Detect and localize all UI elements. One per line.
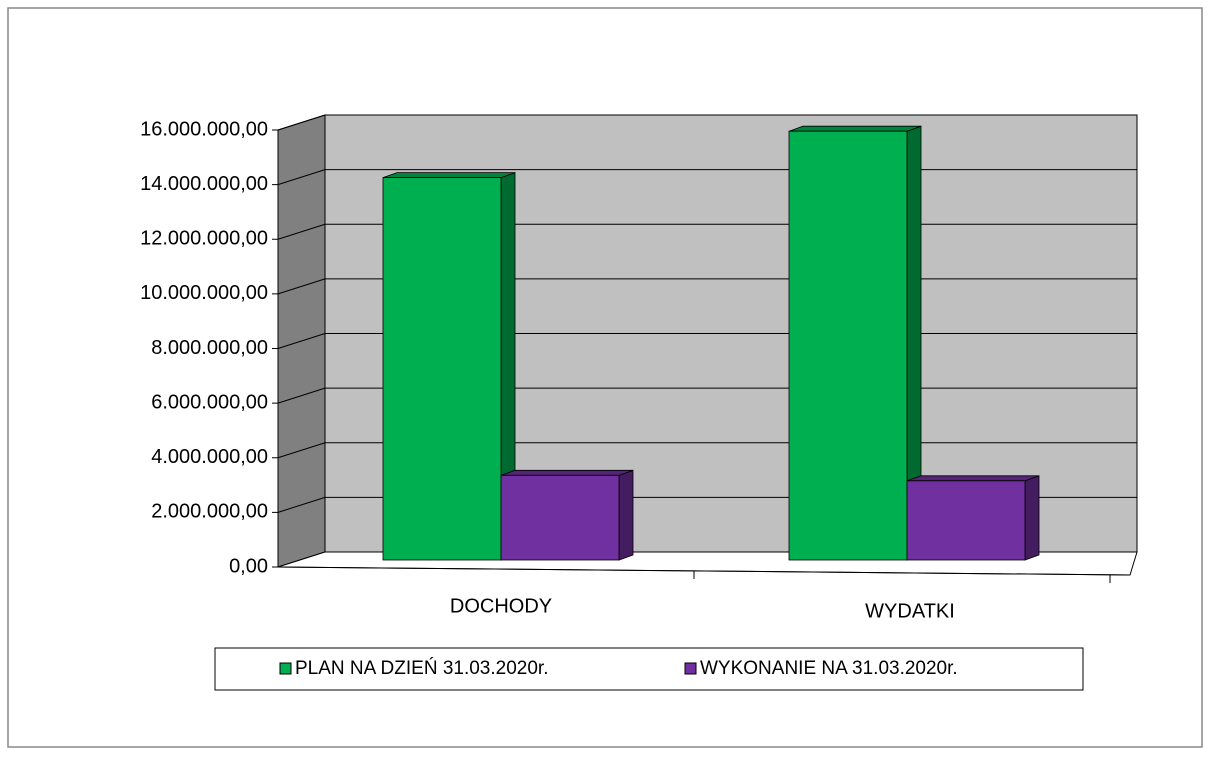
legend-label: PLAN NA DZIEŃ 31.03.2020r. — [295, 658, 548, 679]
y-tick-label: 12.000.000,00 — [140, 228, 268, 250]
grid-line — [277, 169, 326, 186]
bar-side — [618, 469, 634, 561]
legend-swatch — [684, 662, 697, 675]
x-tick-label: WYDATKI — [865, 600, 955, 622]
bar-top — [382, 172, 516, 179]
bar — [382, 177, 502, 561]
legend-swatch — [279, 662, 292, 675]
y-tick-label: 4.000.000,00 — [151, 446, 268, 468]
y-tick-label: 10.000.000,00 — [140, 282, 268, 304]
grid-line — [277, 333, 326, 349]
legend: PLAN NA DZIEŃ 31.03.2020r. WYKONANIE NA 3… — [214, 647, 1084, 691]
y-tick-label: 6.000.000,00 — [151, 391, 268, 413]
legend-box — [214, 647, 1084, 691]
bar — [788, 130, 908, 561]
grid-line — [277, 387, 326, 404]
grid-line — [277, 278, 326, 295]
bar-top — [788, 125, 922, 132]
grid-line — [277, 223, 326, 240]
bar-top — [906, 475, 1040, 482]
y-tick-label: 2.000.000,00 — [151, 501, 268, 523]
grid-line — [277, 442, 326, 459]
grid-line — [277, 114, 326, 131]
bar-side — [1024, 475, 1040, 561]
y-tick-label: 16.000.000,00 — [140, 118, 268, 140]
y-tick-label: 0,00 — [229, 555, 268, 577]
bar — [906, 480, 1026, 561]
bar-top — [500, 469, 634, 476]
y-tick-label: 8.000.000,00 — [151, 337, 268, 359]
legend-label: WYKONANIE NA 31.03.2020r. — [700, 658, 958, 679]
bar — [500, 474, 620, 561]
grid-line — [277, 496, 326, 513]
x-axis — [277, 566, 1131, 576]
y-tick-label: 14.000.000,00 — [140, 173, 268, 195]
x-tick-label: DOCHODY — [450, 595, 552, 617]
